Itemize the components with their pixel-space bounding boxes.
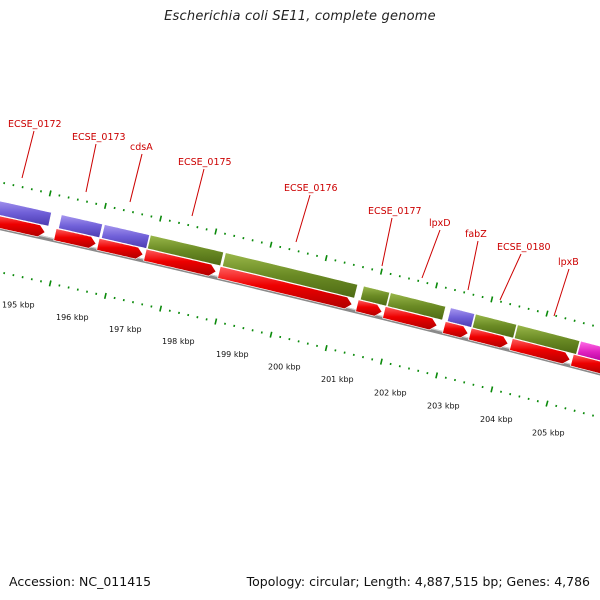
kbp-label: 203 kbp [427, 402, 460, 411]
gene-feature[interactable] [471, 313, 518, 339]
ruler-tick [490, 296, 494, 303]
ruler-tick [324, 345, 328, 352]
kbp-label: 201 kbp [321, 375, 354, 384]
gene-label[interactable]: ECSE_0177 [368, 206, 422, 217]
gene-feature[interactable] [101, 224, 150, 249]
genome-summary: Topology: circular; Length: 4,887,515 bp… [246, 574, 590, 589]
label-leader [381, 217, 393, 267]
ruler-tick [591, 414, 595, 417]
label-leader [467, 240, 479, 291]
arrow-track [0, 214, 600, 374]
gene-arrow[interactable] [442, 321, 469, 339]
kbp-label: 204 kbp [480, 415, 513, 424]
gene-label[interactable]: ECSE_0175 [178, 157, 232, 168]
ruler-tick [573, 409, 576, 412]
gene-arrow[interactable] [570, 353, 600, 374]
feature-track [0, 199, 600, 363]
kbp-label: 195 kbp [2, 301, 35, 310]
label-leader [85, 143, 97, 193]
accession-text: Accession: NC_011415 [9, 574, 152, 589]
ruler-tick [582, 411, 585, 415]
gene-feature[interactable] [147, 234, 224, 267]
ruler-tick [269, 241, 273, 248]
gene-feature[interactable] [359, 285, 391, 307]
gene-feature[interactable] [513, 324, 581, 355]
label-leader [499, 253, 522, 301]
ruler-tick [490, 386, 494, 393]
gene-feature[interactable] [446, 307, 476, 328]
gene-label[interactable]: ECSE_0180 [497, 242, 551, 253]
ruler-tick [324, 255, 328, 262]
gene-arrow[interactable] [96, 237, 144, 260]
label-leader [191, 168, 205, 217]
ruler-tick [48, 190, 52, 197]
gene-label[interactable]: ECSE_0176 [284, 183, 338, 194]
ruler-tick [379, 268, 383, 275]
gene-arrow[interactable] [355, 299, 383, 317]
ruler-tick [214, 318, 218, 325]
gene-label[interactable]: fabZ [465, 229, 487, 240]
ruler-tick [591, 324, 595, 327]
ruler-tick [159, 215, 163, 222]
kbp-label: 200 kbp [268, 362, 301, 371]
ruler-tick [48, 280, 52, 287]
gene-feature[interactable] [58, 214, 103, 239]
ruler-tick [555, 404, 558, 408]
ruler-tick [103, 202, 107, 209]
gene-feature[interactable] [222, 252, 359, 299]
ruler-tick [573, 319, 576, 322]
map-title: Escherichia coli SE11, complete genome [164, 9, 436, 24]
gene-feature[interactable] [0, 199, 52, 227]
ruler-tick [214, 228, 218, 235]
label-leader [553, 268, 570, 317]
ruler-tick [564, 317, 567, 320]
kbp-labels: 195 kbp 196 kbp 197 kbp 198 kbp 199 kbp 200 k… [2, 301, 565, 438]
gene-label[interactable]: ECSE_0172 [8, 119, 62, 130]
ruler-tick [435, 282, 439, 289]
ruler-tick [545, 310, 549, 317]
kbp-label: 197 kbp [109, 325, 142, 334]
gene-arrow[interactable] [143, 248, 217, 277]
lower-ruler [3, 272, 595, 417]
gene-feature[interactable] [576, 340, 600, 363]
gene-arrow[interactable] [217, 266, 353, 310]
ruler-tick [379, 358, 383, 365]
gene-label[interactable]: cdsA [130, 142, 153, 153]
kbp-label: 202 kbp [374, 388, 407, 397]
gene-arrow[interactable] [53, 228, 97, 249]
ruler-tick [159, 305, 163, 312]
ruler-tick [103, 292, 107, 299]
ruler-tick [564, 407, 567, 410]
upper-ruler [3, 182, 595, 327]
label-leader [21, 130, 35, 179]
gene-labels: ECSE_0172 ECSE_0173 cdsA ECSE_0175 ECSE_0176… [8, 119, 579, 317]
ruler-tick [269, 331, 273, 338]
gene-label[interactable]: ECSE_0173 [72, 132, 126, 143]
ruler-tick [582, 321, 585, 325]
label-leader [129, 153, 143, 203]
gene-arrow[interactable] [509, 338, 571, 365]
gene-feature[interactable] [386, 292, 447, 321]
ruler-tick [545, 400, 549, 407]
kbp-label: 199 kbp [216, 350, 249, 359]
gene-label[interactable]: lpxB [558, 257, 579, 268]
kbp-label: 198 kbp [162, 337, 195, 346]
label-leader [421, 229, 441, 279]
label-leader [295, 194, 311, 243]
gene-label[interactable]: lpxD [429, 218, 451, 229]
ruler-tick [435, 372, 439, 379]
ruler-tick [555, 314, 558, 318]
kbp-label: 205 kbp [532, 428, 565, 437]
gene-arrow[interactable] [382, 306, 438, 331]
kbp-label: 196 kbp [56, 313, 89, 322]
gene-arrow[interactable] [0, 214, 46, 238]
gene-arrow[interactable] [468, 327, 509, 349]
